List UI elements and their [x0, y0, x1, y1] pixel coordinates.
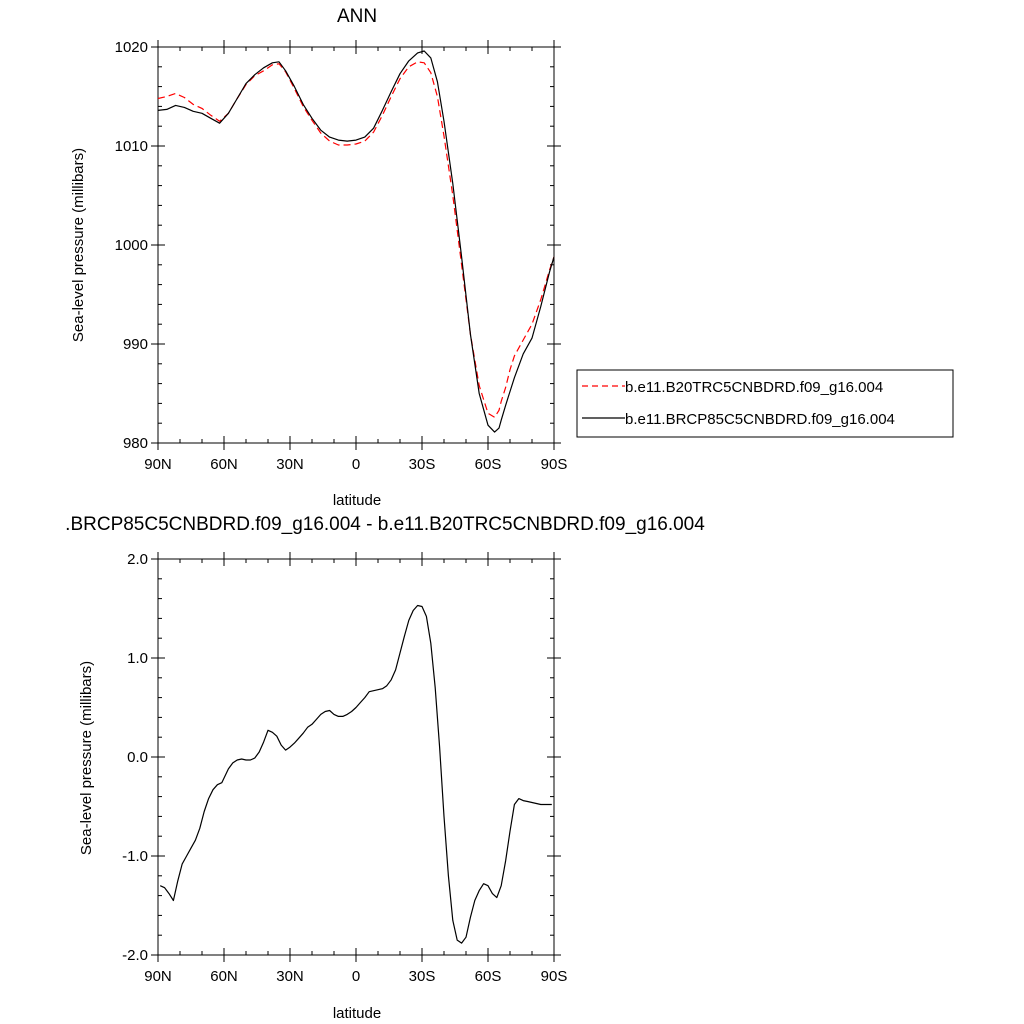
y-tick-label: 990	[123, 336, 148, 353]
x-tick-label: 60N	[210, 456, 238, 473]
x-tick-label: 30N	[276, 968, 304, 985]
y-tick-label: 0.0	[127, 749, 148, 766]
series-line-dashed	[157, 61, 555, 418]
bottom-panel: .BRCP85C5CNBDRD.f09_g16.004 - b.e11.B20T…	[65, 514, 705, 1022]
top-x-axis-label: latitude	[333, 492, 381, 509]
series-line-solid	[159, 604, 552, 944]
top-chart-title: ANN	[337, 6, 377, 27]
x-tick-label: 90N	[144, 456, 172, 473]
y-tick-label: 2.0	[127, 551, 148, 568]
y-tick-label: -1.0	[122, 848, 148, 865]
series-line-solid	[157, 50, 555, 433]
x-tick-label: 90N	[144, 968, 172, 985]
bottom-x-axis-label: latitude	[333, 1005, 381, 1022]
x-tick-label: 60N	[210, 968, 238, 985]
x-tick-label: 60S	[475, 968, 502, 985]
top-y-axis-label: Sea-level pressure (millibars)	[70, 148, 87, 342]
x-tick-label: 30N	[276, 456, 304, 473]
top-plot-frame	[157, 46, 555, 444]
legend-label: b.e11.B20TRC5CNBDRD.f09_g16.004	[625, 379, 883, 396]
y-tick-label: 1.0	[127, 650, 148, 667]
bottom-chart-title: .BRCP85C5CNBDRD.f09_g16.004 - b.e11.B20T…	[65, 514, 705, 535]
x-tick-label: 90S	[541, 456, 568, 473]
y-tick-label: 980	[123, 435, 148, 452]
x-tick-label: 0	[352, 456, 360, 473]
legend-box	[576, 369, 954, 438]
x-tick-label: 60S	[475, 456, 502, 473]
top-ticks: 90N 60N 30N 0 30S 60S 90S 980 990 1000 1010 1020	[115, 39, 568, 473]
bottom-series-lines	[159, 604, 552, 944]
x-tick-label: 30S	[409, 456, 436, 473]
bottom-ticks: 90N 60N 30N 0 30S 60S 90S -2.0 -1.0 0.0 1.0 2.0	[122, 551, 567, 985]
y-tick-label: 1010	[115, 138, 148, 155]
top-series-lines	[157, 50, 555, 433]
y-tick-label: 1020	[115, 39, 148, 56]
y-tick-label: 1000	[115, 237, 148, 254]
x-tick-label: 0	[352, 968, 360, 985]
top-panel: ANN latitude Sea-level pressure (milliba…	[70, 6, 567, 509]
y-tick-label: -2.0	[122, 947, 148, 964]
legend-label: b.e11.BRCP85C5CNBDRD.f09_g16.004	[625, 411, 895, 428]
legend: b.e11.B20TRC5CNBDRD.f09_g16.004 b.e11.BR…	[576, 369, 954, 438]
x-tick-label: 90S	[541, 968, 568, 985]
x-tick-label: 30S	[409, 968, 436, 985]
bottom-y-axis-label: Sea-level pressure (millibars)	[78, 661, 95, 855]
